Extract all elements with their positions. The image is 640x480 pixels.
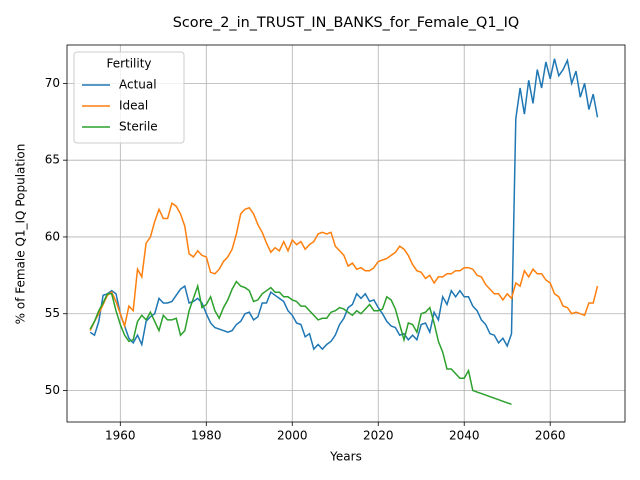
series-line <box>89 57 599 351</box>
plot-frame <box>66 44 626 423</box>
legend-box <box>73 51 185 144</box>
x-tick-label: 2060 <box>535 429 566 443</box>
x-tick-label: 2020 <box>363 429 394 443</box>
y-tick-label: 60 <box>45 229 60 243</box>
chart-title: Score_2_in_TRUST_IN_BANKS_for_Female_Q1_… <box>173 15 520 31</box>
legend-title: Fertility <box>106 57 151 71</box>
legend-label: Ideal <box>119 99 148 113</box>
x-tick-label: 2000 <box>277 429 308 443</box>
x-tick-label: 1960 <box>105 429 136 443</box>
series-line <box>89 280 512 406</box>
x-tick-label: 1980 <box>191 429 222 443</box>
y-tick-label: 50 <box>45 383 60 397</box>
y-tick-label: 65 <box>45 153 60 167</box>
y-axis-label: % of Female Q1_IQ Population <box>14 144 28 325</box>
x-axis-label: Years <box>329 450 362 464</box>
legend-label: Actual <box>119 78 157 92</box>
x-tick-label: 2040 <box>449 429 480 443</box>
series-line <box>89 201 599 331</box>
y-tick-label: 55 <box>45 306 60 320</box>
y-tick-label: 70 <box>45 76 60 90</box>
legend-label: Sterile <box>119 120 158 134</box>
